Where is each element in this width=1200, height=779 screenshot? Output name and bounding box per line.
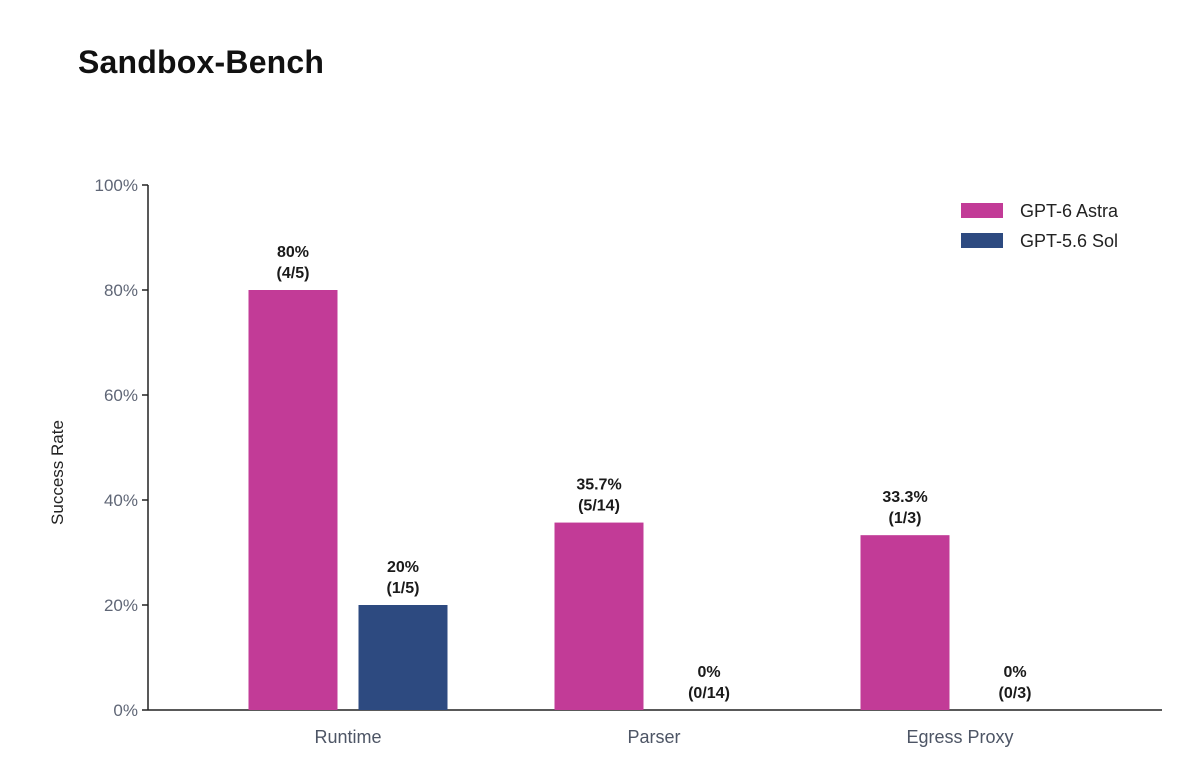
y-tick-label: 0% bbox=[113, 701, 138, 720]
legend-label: GPT-5.6 Sol bbox=[1020, 231, 1118, 251]
data-label: (1/3) bbox=[889, 510, 922, 527]
legend-swatch bbox=[961, 233, 1003, 248]
legend-swatch bbox=[961, 203, 1003, 218]
data-label: 20% bbox=[387, 559, 419, 576]
y-tick-label: 80% bbox=[104, 281, 138, 300]
data-label: (0/14) bbox=[688, 685, 730, 702]
data-label: (0/3) bbox=[999, 685, 1032, 702]
legend-label: GPT-6 Astra bbox=[1020, 201, 1119, 221]
data-label: 0% bbox=[697, 664, 720, 681]
x-category-label: Parser bbox=[627, 727, 680, 747]
y-axis-title: Success Rate bbox=[48, 420, 67, 525]
axes: 0% 20% 40% 60% 80% 100% Success Rate Runtime Par… bbox=[48, 176, 1162, 747]
data-label: 80% bbox=[277, 244, 309, 261]
chart-title: Sandbox-Bench bbox=[78, 44, 325, 80]
data-label: 35.7% bbox=[576, 477, 621, 494]
bar bbox=[358, 605, 448, 710]
bar bbox=[554, 522, 644, 710]
bars bbox=[248, 290, 950, 710]
data-label: (5/14) bbox=[578, 498, 620, 515]
x-category-label: Runtime bbox=[314, 727, 381, 747]
data-label: 33.3% bbox=[882, 489, 927, 506]
legend: GPT-6 Astra GPT-5.6 Sol bbox=[961, 201, 1119, 251]
data-label: 0% bbox=[1003, 664, 1026, 681]
bar bbox=[860, 535, 950, 710]
y-tick-label: 60% bbox=[104, 386, 138, 405]
data-labels: 80% (4/5) 35.7% (5/14) 33.3% (1/3) 20% (1/5) 0% (… bbox=[277, 244, 1032, 702]
bar bbox=[248, 290, 338, 710]
data-label: (1/5) bbox=[387, 580, 420, 597]
data-label: (4/5) bbox=[277, 265, 310, 282]
y-tick-label: 20% bbox=[104, 596, 138, 615]
y-tick-label: 40% bbox=[104, 491, 138, 510]
x-category-label: Egress Proxy bbox=[906, 727, 1013, 747]
y-tick-label: 100% bbox=[95, 176, 138, 195]
